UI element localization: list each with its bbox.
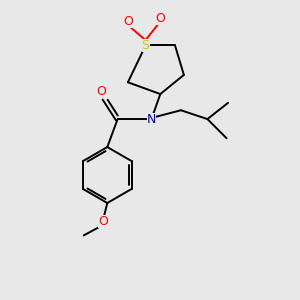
Text: O: O — [97, 85, 106, 98]
Text: O: O — [98, 215, 108, 228]
Text: O: O — [155, 12, 165, 25]
Text: S: S — [142, 39, 150, 52]
Text: N: N — [147, 112, 156, 126]
Text: O: O — [123, 14, 133, 28]
